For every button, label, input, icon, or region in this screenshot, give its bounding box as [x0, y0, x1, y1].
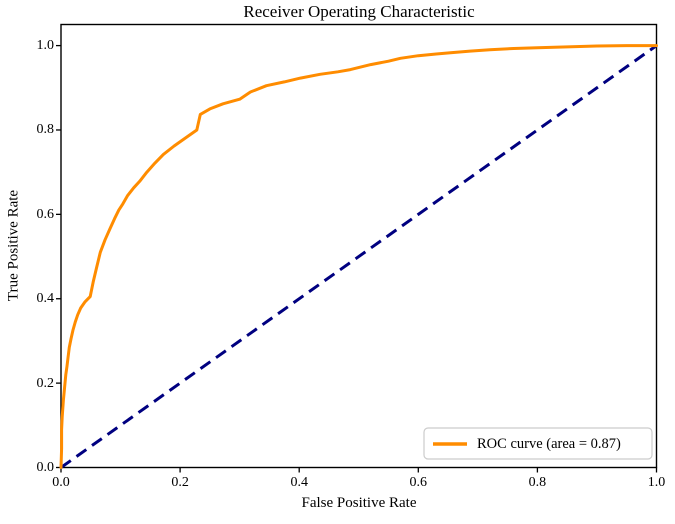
x-tick-label: 0.0 [52, 475, 70, 490]
legend-box [423, 427, 653, 460]
chance-diagonal-line [60, 44, 658, 469]
chart-title: Receiver Operating Characteristic [243, 2, 475, 21]
legend-label: ROC curve (area = 0.87) [477, 436, 621, 452]
y-tick-label: 1.0 [36, 38, 55, 54]
x-axis-label: False Positive Rate [301, 495, 417, 511]
x-tick-label: 0.2 [171, 475, 189, 490]
x-tick-label: 1.0 [647, 475, 666, 490]
plot-border [60, 23, 658, 469]
y-tick-label: 0.2 [36, 375, 55, 391]
y-tick-label: 0.4 [36, 291, 55, 307]
y-tick-label: 0.6 [36, 206, 55, 222]
y-tick-marks [56, 44, 61, 469]
x-tick-label: 0.6 [409, 475, 428, 490]
x-tick-label: 0.8 [528, 475, 547, 490]
y-tick-label: 0.0 [36, 460, 55, 475]
y-tick-label: 0.8 [36, 122, 55, 138]
roc-curve-line [59, 44, 658, 469]
x-tick-label: 0.4 [290, 475, 308, 490]
x-tick-marks [60, 467, 658, 473]
